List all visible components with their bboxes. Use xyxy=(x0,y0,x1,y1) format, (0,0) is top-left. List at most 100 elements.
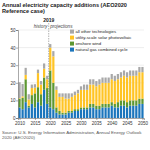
bar xyxy=(117,102,119,107)
bar xyxy=(55,86,57,90)
bar xyxy=(71,113,73,118)
bar xyxy=(104,78,106,83)
y-tick: 20 xyxy=(10,81,18,86)
bar xyxy=(65,99,67,113)
bar xyxy=(31,95,33,104)
source: Source: U.S. Energy Information Administ… xyxy=(2,130,142,140)
bar xyxy=(98,85,100,106)
bar xyxy=(92,107,94,118)
bar xyxy=(135,100,137,105)
y-tick-label: 10 xyxy=(10,98,16,103)
bar xyxy=(126,107,128,118)
bar xyxy=(40,81,42,85)
bar xyxy=(80,107,82,109)
bar xyxy=(114,104,116,108)
bar xyxy=(40,85,42,95)
bar xyxy=(52,109,54,118)
bar xyxy=(120,100,122,105)
bar xyxy=(104,107,106,118)
x-tick-label: 2045 xyxy=(123,121,134,126)
bar xyxy=(135,106,137,118)
bar xyxy=(71,97,73,111)
bar xyxy=(86,85,88,90)
bar xyxy=(55,113,57,118)
bar xyxy=(58,114,60,118)
bar xyxy=(31,85,33,89)
bar xyxy=(37,70,39,74)
bar xyxy=(120,78,122,101)
bar xyxy=(101,107,103,118)
x-tick: 2035 xyxy=(92,118,103,126)
bar xyxy=(135,70,137,75)
bar xyxy=(61,97,63,113)
bar xyxy=(58,97,60,111)
bar-series xyxy=(18,44,143,99)
y-tick-mark xyxy=(16,100,18,101)
bar xyxy=(71,93,73,97)
x-tick-mark xyxy=(35,118,36,120)
bar xyxy=(74,95,76,109)
x-tick-label: 2030 xyxy=(76,121,87,126)
bar xyxy=(28,107,30,118)
y-axis: 01020304050 xyxy=(10,28,18,121)
y-tick-mark xyxy=(16,118,18,119)
bar xyxy=(104,83,106,104)
bar xyxy=(138,104,140,118)
x-tick: 2050 xyxy=(138,118,149,126)
bar xyxy=(98,79,100,84)
bar xyxy=(55,90,57,108)
x-tick: 2045 xyxy=(123,118,134,126)
bar xyxy=(135,76,137,101)
bar xyxy=(83,107,85,109)
bar xyxy=(117,74,119,79)
bar xyxy=(83,90,85,108)
bar xyxy=(37,73,39,87)
bar xyxy=(98,109,100,118)
legend-label: onshore wind xyxy=(76,41,102,46)
bar xyxy=(129,76,131,101)
bar xyxy=(95,81,97,86)
projections-label: projections xyxy=(49,24,73,29)
x-tick-mark xyxy=(142,118,143,120)
bar xyxy=(49,107,51,118)
bar xyxy=(77,93,79,109)
bar xyxy=(43,78,45,90)
bar xyxy=(138,99,140,104)
bar xyxy=(120,106,122,118)
bar xyxy=(43,69,45,78)
bar xyxy=(25,75,27,79)
bar xyxy=(123,76,125,101)
bar xyxy=(108,83,110,104)
x-tick-mark xyxy=(96,118,97,120)
bar xyxy=(114,107,116,118)
bar xyxy=(74,109,76,111)
bar xyxy=(111,102,113,106)
bar xyxy=(126,72,128,77)
x-tick-label: 2040 xyxy=(107,121,118,126)
y-axis-line xyxy=(16,31,19,119)
bar xyxy=(74,111,76,118)
bar xyxy=(34,84,36,88)
bar-series xyxy=(18,48,143,113)
bar xyxy=(89,85,91,104)
legend-swatch xyxy=(70,42,74,46)
bar xyxy=(132,70,134,75)
bar xyxy=(86,90,88,108)
legend-label: utility-scale solar photovoltaic xyxy=(76,35,133,40)
y-tick-label: 50 xyxy=(10,28,16,33)
bar xyxy=(61,93,63,97)
x-tick-label: 2015 xyxy=(30,121,41,126)
bar xyxy=(49,48,51,71)
bar xyxy=(25,102,27,118)
bar xyxy=(114,81,116,104)
bar xyxy=(77,90,79,94)
chart: Annual electricity capacity additions (A… xyxy=(0,0,150,150)
x-tick-label: 2020 xyxy=(46,121,57,126)
bar xyxy=(138,72,140,98)
x-tick: 2020 xyxy=(46,118,57,126)
bar xyxy=(126,102,128,107)
bar xyxy=(138,67,140,72)
y-tick: 10 xyxy=(10,98,18,103)
x-tick: 2040 xyxy=(107,118,118,126)
bar xyxy=(83,85,85,90)
